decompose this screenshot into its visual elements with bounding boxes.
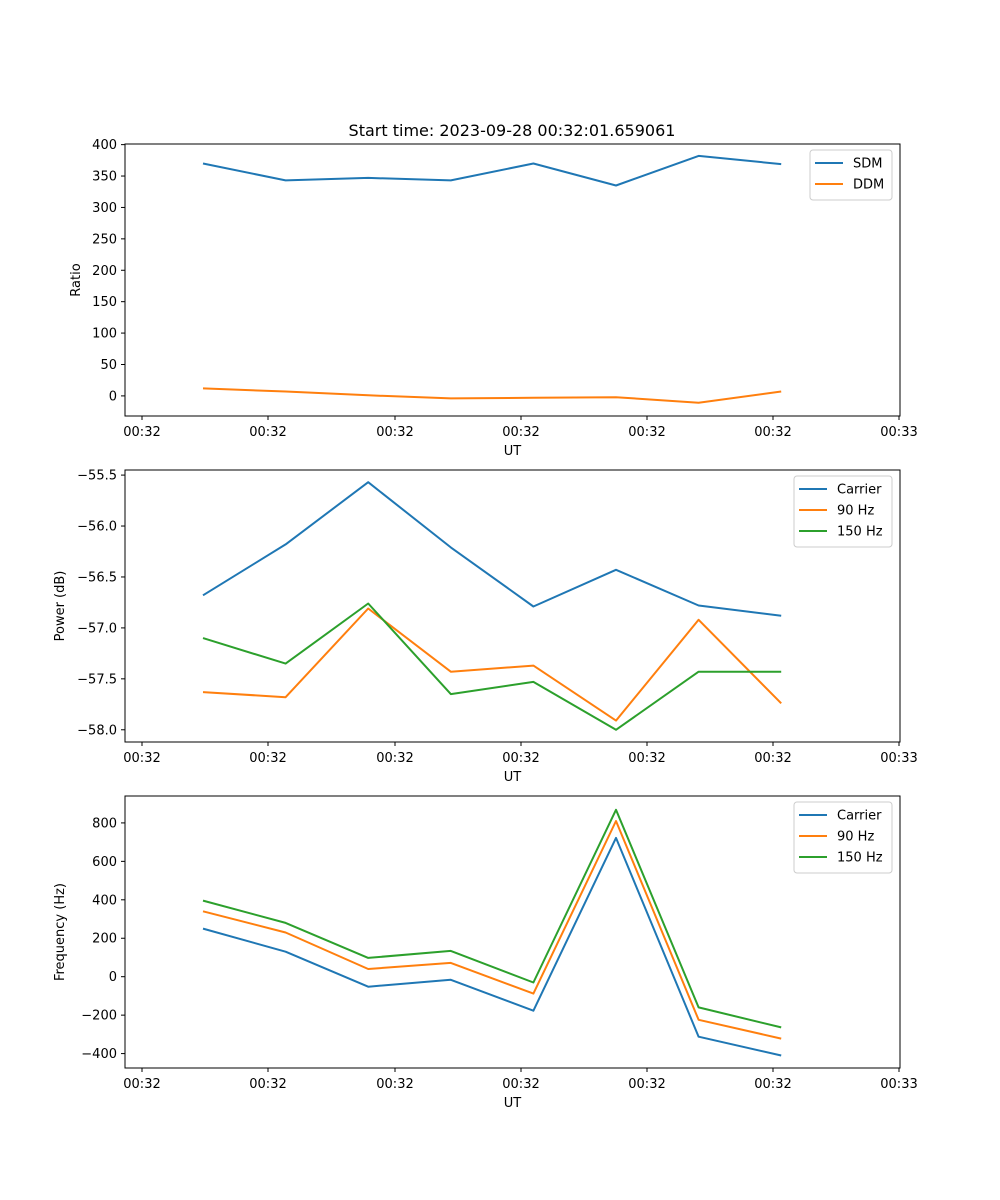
series-line-150-hz [202,602,782,731]
legend-label: 90 Hz [837,830,874,845]
x-tick-label: 00:32 [249,1077,286,1092]
legend-label: Carrier [837,809,882,824]
y-axis-label: Ratio [69,263,84,296]
y-tick-label: −56.5 [77,570,117,585]
y-tick-label: −55.5 [77,469,117,484]
legend-label: 90 Hz [837,504,874,519]
y-tick-label: −57.0 [77,621,117,636]
x-tick-label: 00:32 [502,425,539,440]
y-tick-label: 300 [92,201,117,216]
x-tick-label: 00:32 [376,1077,413,1092]
y-tick-label: 400 [92,138,117,153]
y-tick-label: −58.0 [77,723,117,738]
series-line-sdm [202,154,782,187]
series-line-90-hz [202,607,782,722]
x-tick-label: 00:32 [249,425,286,440]
y-tick-label: −57.5 [77,672,117,687]
y-tick-label: 350 [92,170,117,185]
x-tick-label: 00:32 [628,1077,665,1092]
x-tick-label: 00:32 [754,1077,791,1092]
legend-label: 150 Hz [837,525,883,540]
y-axis-label: Frequency (Hz) [53,883,68,981]
legend: Carrier 90 Hz 150 Hz [793,475,893,548]
y-tick-label: 150 [92,295,117,310]
y-tick-label: 0 [109,970,117,985]
y-tick-label: 200 [92,932,117,947]
legend: Carrier 90 Hz 150 Hz [793,801,893,874]
axes-frame [124,143,901,417]
y-tick-label: −200 [81,1009,117,1024]
y-tick-label: 400 [92,893,117,908]
y-tick-label: 100 [92,327,117,342]
legend-box [793,475,893,548]
y-tick-label: 0 [109,389,117,404]
x-tick-label: 00:32 [376,751,413,766]
y-tick-label: −400 [81,1047,117,1062]
panel-2: −58.0 −57.5 −57.0 −56.5 −56.0 −55.5 00:32 00:32… [53,469,918,785]
series-line-90-hz [202,820,782,1040]
axes-frame [124,469,901,743]
y-axis-label: Power (dB) [53,571,68,642]
x-tick-label: 00:32 [123,425,160,440]
x-tick-label: 00:32 [249,751,286,766]
x-tick-label: 00:32 [502,751,539,766]
x-axis-label: UT [504,770,522,785]
x-tick-label: 00:32 [123,1077,160,1092]
y-tick-label: 600 [92,855,117,870]
x-tick-label: 00:32 [123,751,160,766]
y-tick-label: 250 [92,232,117,247]
x-tick-label: 00:33 [880,425,917,440]
series-line-ddm [202,387,782,404]
y-tick-label: 200 [92,264,117,279]
series-line-carrier [202,481,782,617]
series-line-150-hz [202,808,782,1029]
x-tick-label: 00:32 [754,425,791,440]
panel-1: 0 50 100 150 200 250 300 350 400 00:32 00:32 00:32 0… [69,138,918,459]
legend: SDM DDM [809,149,893,201]
x-tick-label: 00:33 [880,1077,917,1092]
legend-label: SDM [853,157,882,172]
x-tick-label: 00:32 [376,425,413,440]
axes-frame [124,795,901,1069]
x-tick-label: 00:32 [628,425,665,440]
series-line-carrier [202,836,782,1057]
x-axis-label: UT [504,1096,522,1111]
legend-label: 150 Hz [837,851,883,866]
x-tick-label: 00:33 [880,751,917,766]
x-axis-label: UT [504,444,522,459]
figure-title: Start time: 2023-09-28 00:32:01.659061 [349,121,676,140]
x-tick-label: 00:32 [754,751,791,766]
y-tick-label: 50 [100,358,117,373]
legend-label: DDM [853,178,884,193]
legend-label: Carrier [837,483,882,498]
x-tick-label: 00:32 [628,751,665,766]
y-tick-label: 800 [92,816,117,831]
y-tick-label: −56.0 [77,520,117,535]
panel-3: −400 −200 0 200 400 600 800 00:32 00:32 00:32 00:3… [53,795,918,1111]
legend-box [793,801,893,874]
x-tick-label: 00:32 [502,1077,539,1092]
